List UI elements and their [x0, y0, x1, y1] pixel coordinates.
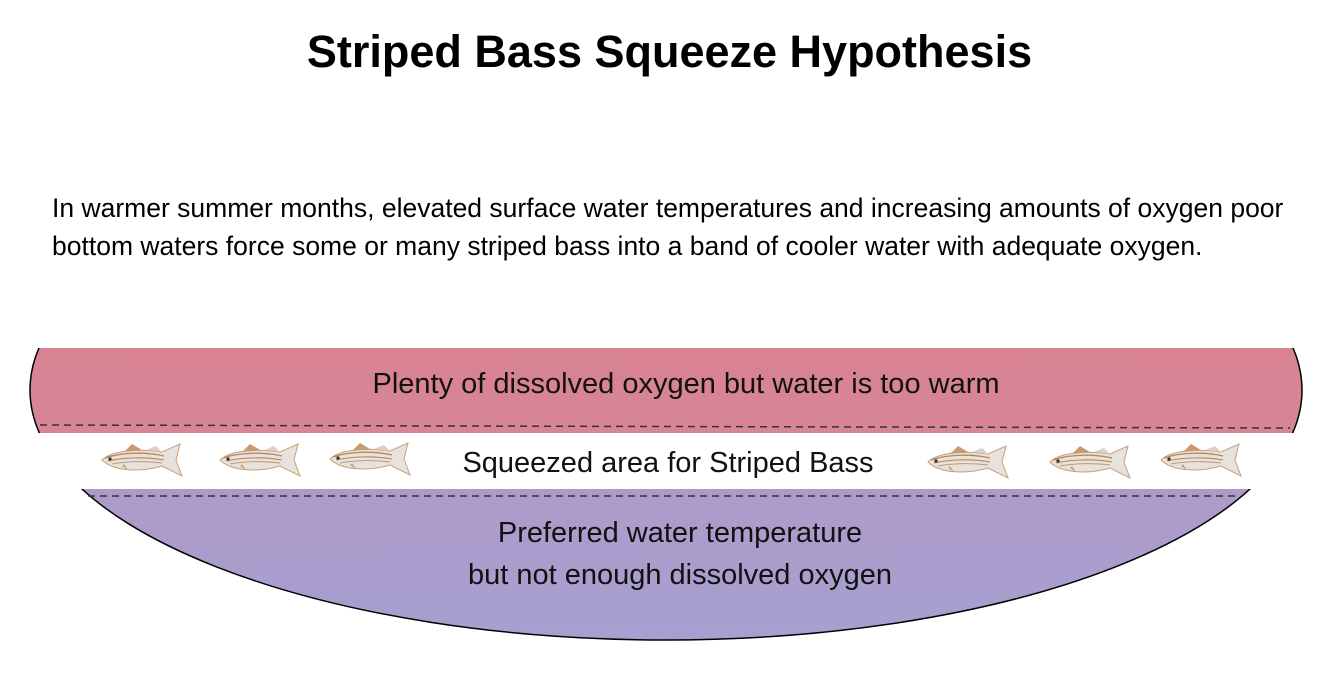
- striped-bass-icon: [329, 442, 411, 476]
- striped-bass-icon: [101, 443, 183, 477]
- page-title: Striped Bass Squeeze Hypothesis: [306, 26, 1033, 77]
- bottom-layer-label-line1: Preferred water temperature: [498, 517, 862, 549]
- warm-surface-layer: Plenty of dissolved oxygen but water is …: [29, 348, 1303, 433]
- squeezed-band: Squeezed area for Striped Bass: [101, 442, 1242, 479]
- bottom-layer-label-line2: but not enough dissolved oxygen: [468, 559, 892, 591]
- low-oxygen-bottom-layer: Preferred water temperature but not enou…: [81, 489, 1251, 641]
- striped-bass-icon: [1049, 445, 1131, 479]
- striped-bass-icon: [219, 443, 301, 477]
- upper-boundary-line: [39, 424, 1291, 429]
- intro-text: In warmer summer months, elevated surfac…: [52, 193, 1284, 261]
- striped-bass-icon: [1160, 443, 1242, 477]
- striped-bass-icon: [927, 445, 1009, 479]
- squeeze-label: Squeezed area for Striped Bass: [462, 447, 873, 479]
- warm-layer-label: Plenty of dissolved oxygen but water is …: [372, 368, 999, 400]
